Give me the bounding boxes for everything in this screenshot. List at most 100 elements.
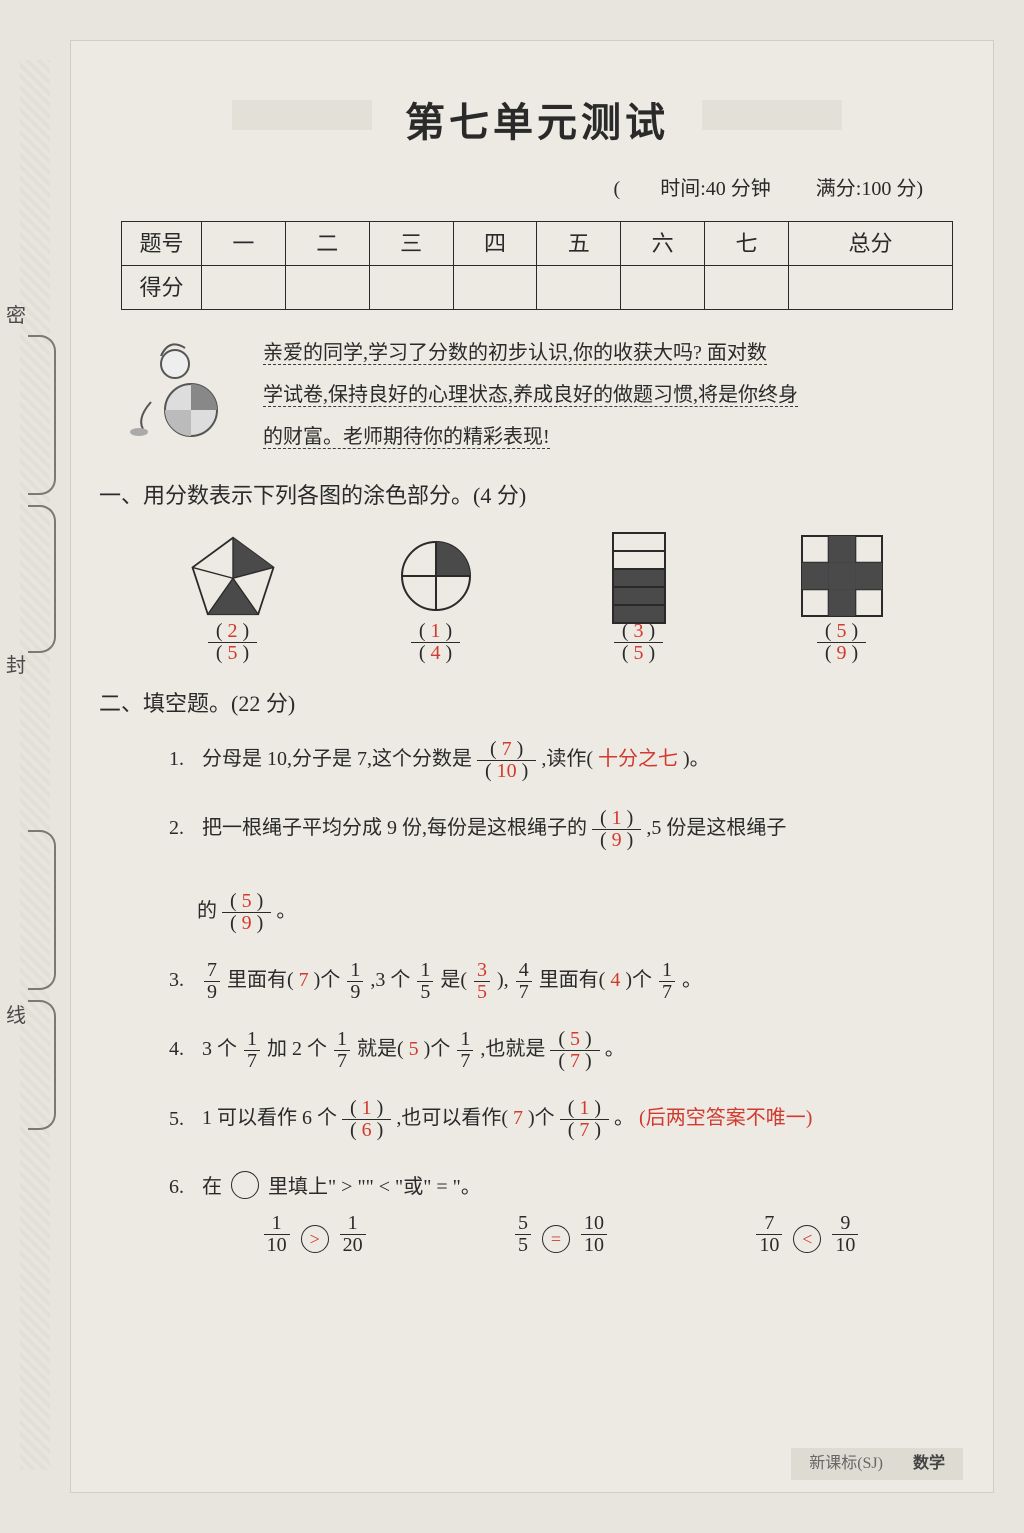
q1-answer: 3 5 [614, 621, 663, 664]
q3-text: ), [497, 969, 509, 991]
q4-fraction-answer: 5 7 [550, 1029, 599, 1072]
q3-text: ,3 个 [370, 969, 410, 991]
q1-item-circle: 1 4 [346, 531, 526, 664]
answer-den: 6 [342, 1120, 391, 1141]
side-bracket [28, 1000, 56, 1130]
q5-note: (后两空答案不唯一) [639, 1108, 812, 1130]
q4-text: 就是( [357, 1038, 404, 1060]
question-number: 3. [169, 960, 197, 1000]
title-flank-right [702, 100, 842, 130]
question-number: 4. [169, 1029, 197, 1069]
answer-num: 2 [208, 621, 257, 643]
meta-row: (时间:40 分钟 满分:100 分) [121, 173, 953, 205]
q5-answer-1: 1 6 [342, 1098, 391, 1141]
compare-answer: = [542, 1225, 570, 1253]
q2-answer-2: 5 9 [222, 891, 271, 934]
answer-den: 10 [477, 761, 536, 782]
question-5: 5. 1 可以看作 6 个 1 6 ,也可以看作( 7 )个 1 7 。 (后两… [169, 1098, 953, 1141]
fraction: 710 [756, 1213, 782, 1256]
answer-num: 5 [222, 891, 271, 913]
q3-ans1: 7 [299, 969, 309, 991]
score-cell[interactable] [788, 266, 952, 310]
score-cell[interactable] [621, 266, 705, 310]
meta-time: 时间:40 分钟 [660, 178, 771, 200]
intro-text: 亲爱的同学,学习了分数的初步认识,你的收获大吗? 面对数 学试卷,保持良好的心理… [263, 332, 953, 458]
table-row: 题号 一 二 三 四 五 六 七 总分 [122, 222, 953, 266]
score-head: 一 [202, 222, 286, 266]
left-decoration [20, 60, 50, 1470]
q5-ans2: 7 [513, 1108, 523, 1130]
score-head: 五 [537, 222, 621, 266]
side-label-mi: 密 [6, 300, 26, 332]
q1-item-bars: 3 5 [549, 531, 729, 664]
circle-blank-icon [231, 1171, 259, 1199]
q4-text: )个 [424, 1038, 451, 1060]
answer-num: 7 [477, 739, 536, 761]
q4-text: 3 个 [202, 1038, 237, 1060]
table-row: 得分 [122, 266, 953, 310]
answer-num: 3 [614, 621, 663, 643]
q1-reading: 十分之七 [598, 748, 678, 770]
score-head: 总分 [788, 222, 952, 266]
q3-text: )个 [314, 969, 341, 991]
fraction: 19 [347, 960, 363, 1003]
answer-num: 5 [817, 621, 866, 643]
q5-text: 。 [614, 1108, 634, 1130]
score-cell[interactable] [285, 266, 369, 310]
q1-answer: 5 9 [817, 621, 866, 664]
score-cell[interactable] [537, 266, 621, 310]
fraction: 79 [204, 960, 220, 1003]
score-head: 三 [369, 222, 453, 266]
score-table: 题号 一 二 三 四 五 六 七 总分 得分 [121, 221, 953, 310]
intro-illustration [121, 332, 251, 442]
q3-text: 里面有( [227, 969, 294, 991]
q2-answer-1: 1 9 [592, 808, 641, 851]
section-1-row: 2 5 1 4 [121, 531, 953, 672]
side-label-xian: 线 [6, 1000, 26, 1032]
score-head: 四 [453, 222, 537, 266]
q1-fraction-answer: 7 10 [477, 739, 536, 782]
q3-ans3: 4 [610, 969, 620, 991]
q5-answer-3: 1 7 [560, 1098, 609, 1141]
q5-text: ,也可以看作( [396, 1108, 508, 1130]
score-head: 题号 [122, 222, 202, 266]
score-cell[interactable] [369, 266, 453, 310]
grid-3x3-icon [752, 531, 932, 621]
q1-post: )。 [683, 748, 710, 770]
q6-item: 110 > 120 [262, 1213, 368, 1256]
score-cell[interactable] [202, 266, 286, 310]
title-text: 第七单元测试 [405, 101, 669, 145]
q1-mid: ,读作( [541, 748, 593, 770]
side-bracket [28, 830, 56, 990]
footer-curriculum: 新课标(SJ) [809, 1455, 883, 1472]
score-cell[interactable] [705, 266, 789, 310]
question-number: 5. [169, 1099, 197, 1139]
q4-ans1: 5 [409, 1038, 419, 1060]
intro-line: 的财富。老师期待你的精彩表现! [263, 426, 550, 449]
fraction: 1010 [581, 1213, 607, 1256]
answer-den: 5 [208, 643, 257, 664]
q1-item-pentagon: 2 5 [143, 531, 323, 664]
question-number: 2. [169, 808, 197, 848]
fraction: 110 [264, 1213, 290, 1256]
intro-line: 亲爱的同学,学习了分数的初步认识,你的收获大吗? 面对数 [263, 342, 767, 365]
q6-prompt-a: 在 [202, 1176, 227, 1198]
score-cell[interactable] [453, 266, 537, 310]
question-4: 4. 3 个 17 加 2 个 17 就是( 5 )个 17 ,也就是 5 7 … [169, 1029, 953, 1072]
footer-subject: 数学 [913, 1455, 945, 1472]
pentagon-icon [143, 531, 323, 621]
answer-num: 5 [550, 1029, 599, 1051]
answer-den: 7 [560, 1120, 609, 1141]
answer-den: 7 [550, 1051, 599, 1072]
question-3: 3. 79 里面有( 7 )个 19 ,3 个 15 是( 35 ), 47 里… [169, 960, 953, 1003]
compare-answer: > [301, 1225, 329, 1253]
fraction: 15 [417, 960, 433, 1003]
q5-text: )个 [528, 1108, 555, 1130]
page-title: 第七单元测试 [121, 91, 953, 155]
q1-answer: 1 4 [411, 621, 460, 664]
answer-den: 9 [817, 643, 866, 664]
answer-den: 9 [592, 830, 641, 851]
q3-text: 里面有( [539, 969, 606, 991]
section-1-heading: 一、用分数表示下列各图的涂色部分。(4 分) [99, 478, 953, 513]
question-1: 1. 分母是 10,分子是 7,这个分数是 7 10 ,读作( 十分之七 )。 [169, 739, 953, 782]
